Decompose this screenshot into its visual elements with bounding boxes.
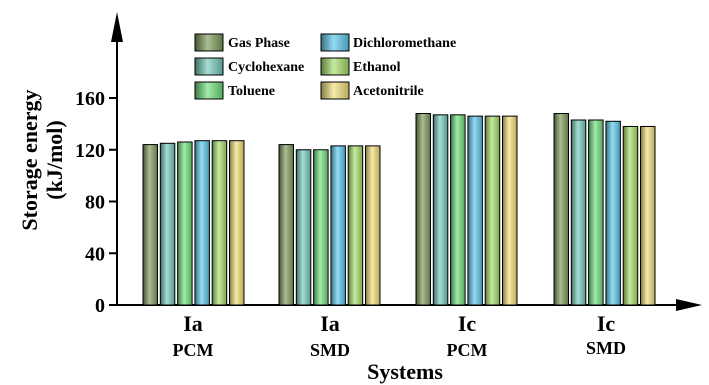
x-axis-arrow — [676, 299, 702, 311]
y-axis-title-line1: Storage energy — [17, 89, 42, 230]
legend-swatch-gas-phase — [194, 33, 224, 52]
y-axis-title-line2: (kJ/mol) — [42, 120, 67, 199]
x-category-label-2: Ic — [458, 311, 477, 336]
x-category-method-0: PCM — [173, 340, 214, 360]
legend-label-ethanol: Ethanol — [353, 60, 401, 75]
legend-swatch-acetonitrile — [320, 81, 350, 100]
bar-ia-pcm-acetonitrile — [229, 140, 245, 306]
y-tick-label-0: 0 — [95, 295, 105, 317]
bar-ia-pcm-cyclohexane — [159, 142, 176, 306]
bar-ic-smd-ethanol — [622, 125, 639, 306]
legend-swatch-cyclohexane — [194, 57, 224, 76]
x-category-label-3: Ic — [597, 311, 616, 336]
y-axis-arrow — [111, 12, 123, 42]
legend-swatch-dichloromethane — [320, 33, 350, 52]
bar-ia-smd-acetonitrile — [365, 145, 381, 306]
legend-label-gas-phase: Gas Phase — [228, 36, 290, 51]
bar-ia-smd-ethanol — [347, 145, 364, 306]
bar-ia-smd-cyclohexane — [295, 149, 312, 306]
bar-ia-smd-gas-phase — [278, 144, 294, 306]
legend-label-cyclohexane: Cyclohexane — [228, 60, 304, 75]
bar-ic-smd-acetonitrile — [640, 125, 656, 306]
bar-ic-smd-toluene — [588, 119, 604, 306]
bar-ic-pcm-ethanol — [484, 115, 501, 306]
bar-ia-pcm-dichloromethane — [194, 140, 210, 306]
x-category-label-0: Ia — [183, 311, 203, 336]
legend-swatch-toluene — [194, 81, 224, 100]
bar-ic-pcm-toluene — [450, 114, 466, 306]
bar-ic-pcm-acetonitrile — [502, 115, 518, 306]
bar-ia-smd-toluene — [313, 149, 329, 306]
bar-ia-smd-dichloromethane — [330, 145, 346, 306]
x-category-method-2: PCM — [447, 340, 488, 360]
bar-ic-pcm-gas-phase — [415, 113, 431, 306]
bar-ia-pcm-ethanol — [211, 140, 228, 306]
bar-ic-smd-cyclohexane — [570, 119, 587, 306]
legend: Gas Phase Cyclohexane Toluene Dichlorome… — [194, 33, 456, 100]
bar-ic-pcm-cyclohexane — [432, 114, 449, 306]
bar-ic-pcm-dichloromethane — [467, 115, 483, 306]
y-tick-label-40: 40 — [85, 243, 105, 265]
x-category-label-1: Ia — [320, 311, 340, 336]
bar-ic-smd-dichloromethane — [605, 120, 621, 306]
bar-ia-pcm-toluene — [177, 141, 193, 306]
legend-swatch-ethanol — [320, 57, 350, 76]
legend-label-dichloromethane: Dichloromethane — [353, 36, 456, 51]
legend-label-acetonitrile: Acetonitrile — [353, 84, 424, 99]
x-category-method-3: SMD — [586, 338, 626, 358]
x-axis-title: Systems — [367, 359, 443, 384]
bar-ic-smd-gas-phase — [553, 113, 569, 306]
y-tick-label-120: 120 — [75, 140, 105, 162]
bar-ia-pcm-gas-phase — [142, 144, 158, 306]
x-category-method-1: SMD — [310, 340, 350, 360]
y-tick-label-160: 160 — [75, 88, 105, 110]
legend-label-toluene: Toluene — [228, 84, 275, 99]
y-tick-label-80: 80 — [85, 192, 105, 214]
